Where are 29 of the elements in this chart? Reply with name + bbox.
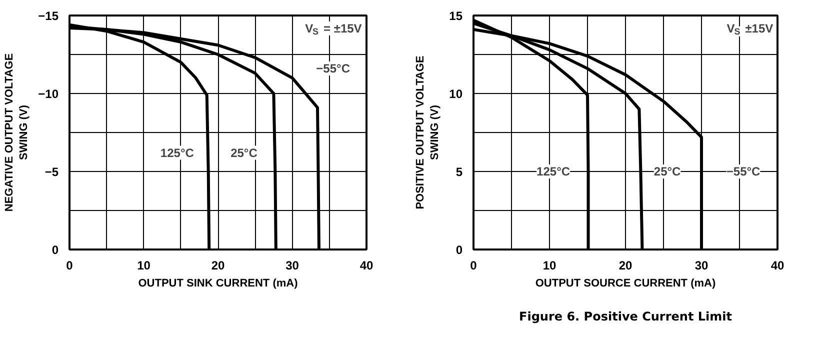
y-axis-title: POSITIVE OUTPUT VOLTAGE SWING (V) [414, 56, 442, 210]
y-tick-label: −15 [38, 9, 59, 23]
annotation: 25°C [654, 164, 682, 178]
y-tick-label: −5 [44, 165, 59, 179]
annotation: 125°C [160, 146, 194, 160]
x-tick-label: 20 [211, 258, 225, 272]
y-axis-title: NEGATIVE OUTPUT VOLTAGE SWING (V) [4, 53, 30, 212]
y-tick-label: 0 [456, 243, 463, 257]
caption: Figure 6. Positive Current Limit [519, 310, 732, 324]
x-tick-label: 0 [470, 258, 478, 272]
x-tick-label: 10 [137, 258, 151, 272]
annotation: −55°C [726, 164, 761, 178]
x-tick-label: 40 [770, 258, 784, 272]
x-tick-label: 0 [66, 258, 74, 272]
y-tick-label: −10 [38, 87, 59, 101]
y-tick-label: 5 [456, 165, 463, 179]
annotation: 125°C [536, 164, 570, 178]
annotation: −55°C [316, 62, 350, 76]
annotation: 25°C [230, 146, 258, 160]
x-tick-label: 40 [360, 258, 374, 272]
x-axis-title: OUTPUT SINK CURRENT (mA) [138, 278, 298, 290]
x-axis-title: OUTPUT SOURCE CURRENT (mA) [535, 278, 716, 290]
y-tick-label: 10 [449, 87, 463, 101]
x-tick-label: 30 [694, 258, 708, 272]
x-tick-label: 20 [618, 258, 632, 272]
y-tick-label: 0 [52, 243, 59, 257]
x-tick-label: 10 [542, 258, 556, 272]
y-tick-label: 15 [449, 9, 463, 23]
x-tick-label: 30 [286, 258, 300, 272]
